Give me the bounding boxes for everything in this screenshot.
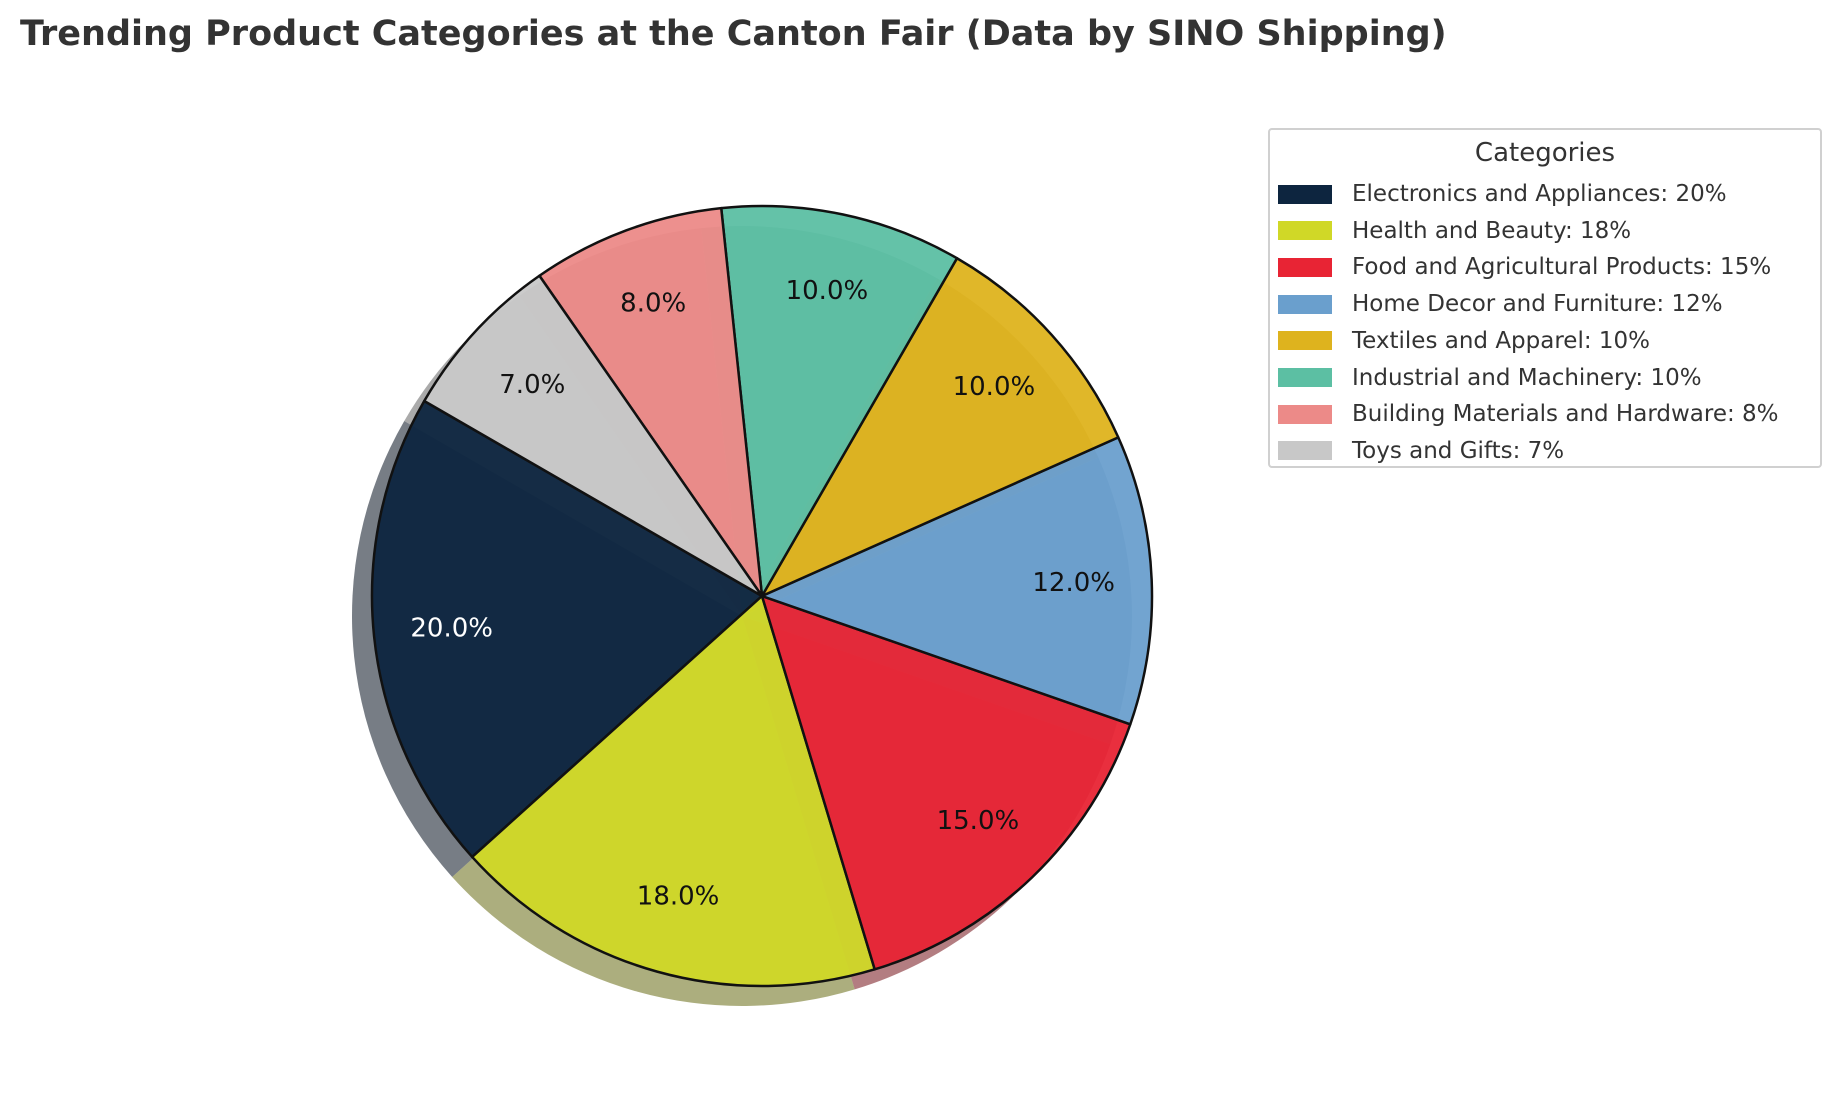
legend-label: Home Decor and Furniture: 12% bbox=[1352, 291, 1723, 318]
legend-swatch bbox=[1278, 221, 1332, 241]
pie-slice-electronics-and-appliances[interactable] bbox=[370, 399, 764, 859]
pie-slice-industrial-and-machinery[interactable] bbox=[719, 204, 959, 598]
legend-title: Categories bbox=[1474, 138, 1616, 168]
slice-label-health-and-beauty: 18.0% bbox=[637, 882, 720, 912]
pie-slice-building-materials-and-hardware[interactable] bbox=[538, 206, 764, 598]
slice-label-home-decor-and-furniture: 12.0% bbox=[1032, 568, 1115, 598]
legend-label: Food and Agricultural Products: 15% bbox=[1352, 254, 1772, 281]
pie-labels-group: 20.0% 18.0% 15.0% 12.0% 10.0% 10.0% 8.0% 7.0% bbox=[410, 276, 1115, 912]
legend-item-electronics-and-appliances[interactable]: Electronics and Appliances: 20% bbox=[1278, 176, 1727, 212]
legend-swatch bbox=[1278, 368, 1332, 387]
legend-item-industrial-and-machinery[interactable]: Industrial and Machinery: 10% bbox=[1278, 360, 1702, 396]
legend-label: Toys and Gifts: 7% bbox=[1352, 437, 1565, 464]
chart-title: Trending Product Categories at the Canto… bbox=[20, 14, 1447, 54]
slice-label-electronics-and-appliances: 20.0% bbox=[410, 614, 493, 644]
slice-label-toys-and-gifts: 7.0% bbox=[499, 370, 565, 400]
legend-swatch bbox=[1278, 441, 1332, 461]
slice-label-textiles-and-apparel: 10.0% bbox=[953, 372, 1036, 402]
slice-label-industrial-and-machinery: 10.0% bbox=[786, 276, 869, 306]
legend-swatch bbox=[1278, 184, 1332, 204]
pie-slice-textiles-and-apparel[interactable] bbox=[760, 257, 1120, 598]
legend-item-home-decor-and-furniture[interactable]: Home Decor and Furniture: 12% bbox=[1278, 286, 1723, 322]
legend-swatch bbox=[1278, 404, 1332, 424]
legend-label: Health and Beauty: 18% bbox=[1352, 217, 1632, 244]
legend-label: Industrial and Machinery: 10% bbox=[1352, 364, 1702, 391]
legend-label: Electronics and Appliances: 20% bbox=[1352, 181, 1727, 207]
legend-swatch bbox=[1278, 257, 1332, 277]
pie-slice-health-and-beauty[interactable] bbox=[470, 594, 876, 988]
legend-item-health-and-beauty[interactable]: Health and Beauty: 18% bbox=[1278, 213, 1631, 249]
legend-item-food-and-agricultural-products[interactable]: Food and Agricultural Products: 15% bbox=[1278, 249, 1771, 285]
legend-item-toys-and-gifts[interactable]: Toys and Gifts: 7% bbox=[1278, 433, 1564, 469]
pie-slice-food-and-agricultural-products[interactable] bbox=[760, 594, 1132, 971]
legend-label: Building Materials and Hardware: 8% bbox=[1352, 401, 1779, 428]
legend-swatch bbox=[1278, 294, 1332, 314]
legend-item-textiles-and-apparel[interactable]: Textiles and Apparel: 10% bbox=[1278, 323, 1650, 359]
legend: Categories Electronics and Appliances: 2… bbox=[1268, 128, 1822, 468]
legend-item-building-materials-and-hardware[interactable]: Building Materials and Hardware: 8% bbox=[1278, 396, 1779, 432]
slice-label-building-materials-and-hardware: 8.0% bbox=[620, 289, 686, 319]
legend-label: Textiles and Apparel: 10% bbox=[1352, 327, 1651, 354]
pie-slice-home-decor-and-furniture[interactable] bbox=[760, 436, 1154, 726]
legend-swatch bbox=[1278, 331, 1332, 351]
slice-label-food-and-agricultural-products: 15.0% bbox=[937, 806, 1020, 836]
pie-slice-toys-and-gifts[interactable] bbox=[423, 274, 764, 598]
pie-slices-group bbox=[370, 204, 1154, 988]
